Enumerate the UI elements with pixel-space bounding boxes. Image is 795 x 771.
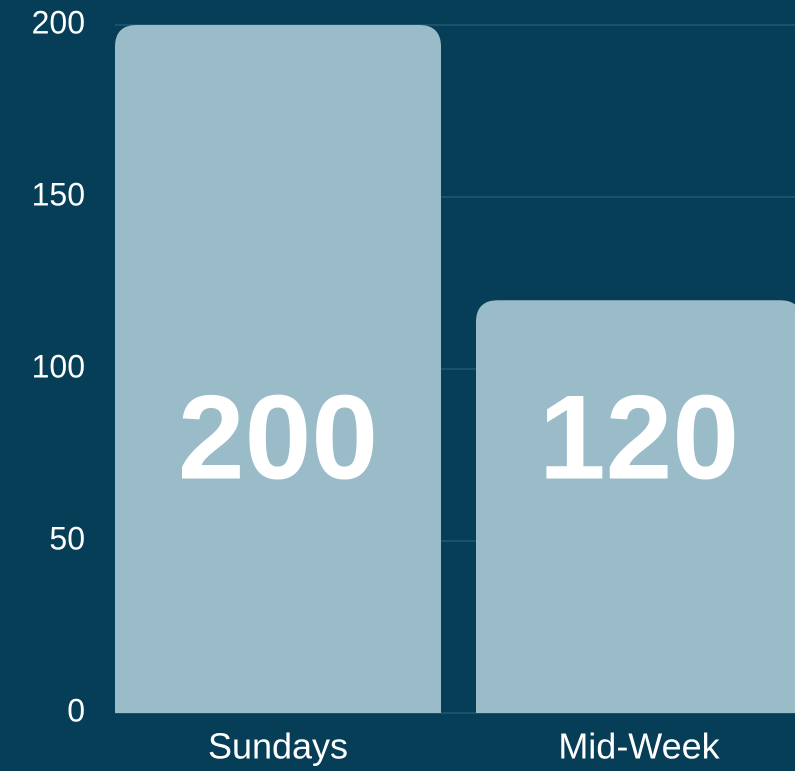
x-tick-label: Sundays (208, 726, 348, 767)
y-tick-label: 100 (32, 348, 85, 384)
y-tick-label: 0 (67, 692, 85, 728)
y-tick-label: 200 (32, 4, 85, 40)
data-label: 200 (178, 371, 378, 505)
data-label: 120 (539, 371, 739, 505)
bar (115, 25, 441, 713)
x-tick-label: Mid-Week (558, 726, 720, 767)
y-tick-label: 150 (32, 176, 85, 212)
y-tick-label: 50 (49, 520, 85, 556)
bar (476, 300, 795, 713)
